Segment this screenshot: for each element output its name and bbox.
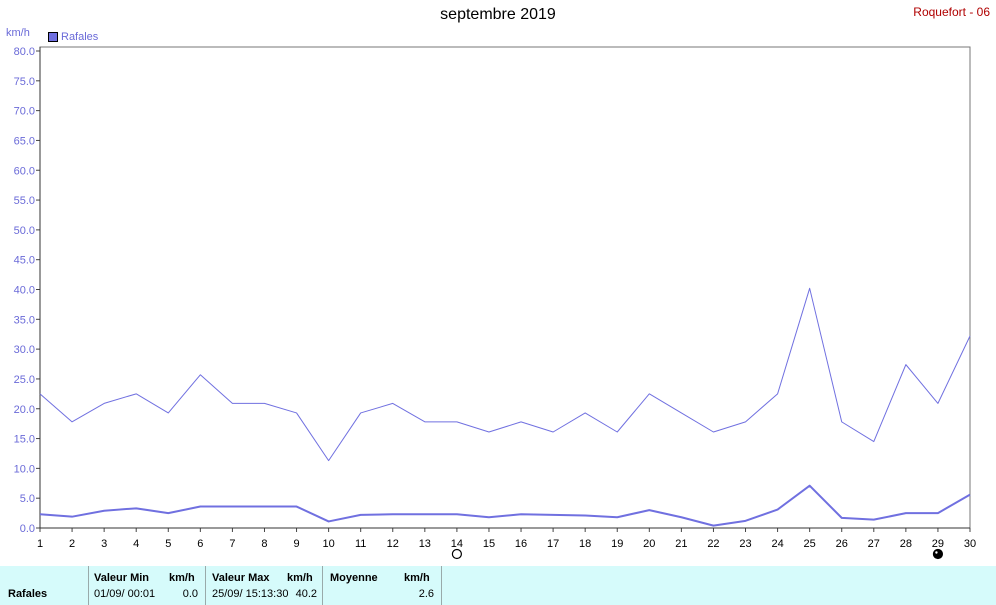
x-tick-label: 16 — [515, 538, 527, 550]
axes — [36, 46, 971, 532]
y-tick-label: 25.0 — [14, 374, 35, 386]
y-tick-label: 0.0 — [20, 523, 35, 535]
x-tick-label: 19 — [611, 538, 623, 550]
y-tick-label: 5.0 — [20, 493, 35, 505]
max-date: 25/09/ 15:13:30 — [212, 588, 289, 600]
x-tick-label: 24 — [771, 538, 783, 550]
x-tick-label: 8 — [261, 538, 267, 550]
avg-header: Moyenne — [330, 572, 378, 584]
y-tick-label: 60.0 — [14, 165, 35, 177]
x-tick-label: 17 — [547, 538, 559, 550]
y-tick-label: 75.0 — [14, 76, 35, 88]
avg-value: 2.6 — [418, 588, 434, 600]
x-tick-label: 22 — [707, 538, 719, 550]
x-tick-label: 25 — [804, 538, 816, 550]
moon-phase-icons — [451, 548, 944, 560]
x-tick-label: 30 — [964, 538, 976, 550]
chart: 0.0 5.0 10.0 15.0 20.0 25.0 30.0 35.0 40.0 45.0 50… — [14, 46, 976, 560]
y-axis-unit: km/h — [6, 27, 30, 39]
series-line-secondary — [39, 484, 971, 527]
x-tick-label: 18 — [579, 538, 591, 550]
y-tick-label: 15.0 — [14, 434, 35, 446]
summary-separator — [88, 566, 89, 605]
y-tick-label: 10.0 — [14, 463, 35, 475]
x-tick-label: 26 — [836, 538, 848, 550]
x-tick-label: 9 — [293, 538, 299, 550]
x-tick-label: 28 — [900, 538, 912, 550]
full-moon-icon — [451, 548, 462, 560]
max-header: Valeur Max — [212, 572, 270, 584]
y-tick-label: 20.0 — [14, 404, 35, 416]
x-tick-label: 2 — [69, 538, 75, 550]
legend-label: Rafales — [61, 31, 99, 43]
chart-title: septembre 2019 — [440, 6, 556, 23]
summary-separator — [322, 566, 323, 605]
x-tick-label: 15 — [483, 538, 495, 550]
min-date: 01/09/ 00:01 — [94, 588, 156, 600]
series-lines — [39, 287, 971, 527]
y-tick-label: 70.0 — [14, 106, 35, 118]
y-tick-label: 30.0 — [14, 344, 35, 356]
summary-separator — [205, 566, 206, 605]
y-tick-label: 55.0 — [14, 195, 35, 207]
min-value: 0.0 — [182, 588, 198, 600]
max-value: 40.2 — [295, 588, 317, 600]
station-name: Roquefort - 06 — [913, 5, 990, 19]
series-line-rafales — [39, 287, 971, 462]
x-tick-label: 14 — [451, 538, 463, 550]
x-tick-label: 12 — [387, 538, 399, 550]
y-tick-label: 45.0 — [14, 255, 35, 267]
max-unit: km/h — [287, 572, 313, 584]
x-tick-label: 23 — [739, 538, 751, 550]
x-tick-label: 20 — [643, 538, 655, 550]
y-tick-label: 35.0 — [14, 314, 35, 326]
legend-swatch-icon — [48, 32, 58, 42]
x-tick-label: 4 — [133, 538, 139, 550]
x-tick-label: 6 — [197, 538, 203, 550]
min-header: Valeur Min — [94, 572, 150, 584]
summary-table: Rafales Valeur Min km/h 01/09/ 00:01 0.0… — [0, 566, 996, 605]
avg-unit: km/h — [404, 572, 430, 584]
summary-separator — [441, 566, 442, 605]
x-tick-label: 13 — [419, 538, 431, 550]
x-tick-label: 3 — [101, 538, 107, 550]
new-moon-icon — [932, 548, 944, 560]
x-tick-label: 1 — [37, 538, 43, 550]
x-tick-labels: 1 2 3 4 5 6 7 8 9 10 11 12 13 14 15 16 17 18 19 20 21 22 23 24 2… — [37, 538, 976, 550]
x-tick-label: 10 — [322, 538, 334, 550]
x-tick-label: 29 — [932, 538, 944, 550]
y-tick-labels: 0.0 5.0 10.0 15.0 20.0 25.0 30.0 35.0 40.0 45.0 50… — [14, 46, 35, 535]
x-tick-label: 7 — [229, 538, 235, 550]
plot-frame — [39, 46, 971, 529]
y-tick-label: 40.0 — [14, 285, 35, 297]
y-tick-label: 50.0 — [14, 225, 35, 237]
legend: Rafales — [48, 31, 98, 43]
min-unit: km/h — [169, 572, 195, 584]
y-tick-label: 65.0 — [14, 135, 35, 147]
x-tick-label: 11 — [355, 538, 366, 550]
x-tick-label: 5 — [165, 538, 171, 550]
x-tick-label: 27 — [868, 538, 880, 550]
summary-row-label: Rafales — [8, 588, 48, 600]
y-tick-label: 80.0 — [14, 46, 35, 58]
x-tick-label: 21 — [675, 538, 687, 550]
